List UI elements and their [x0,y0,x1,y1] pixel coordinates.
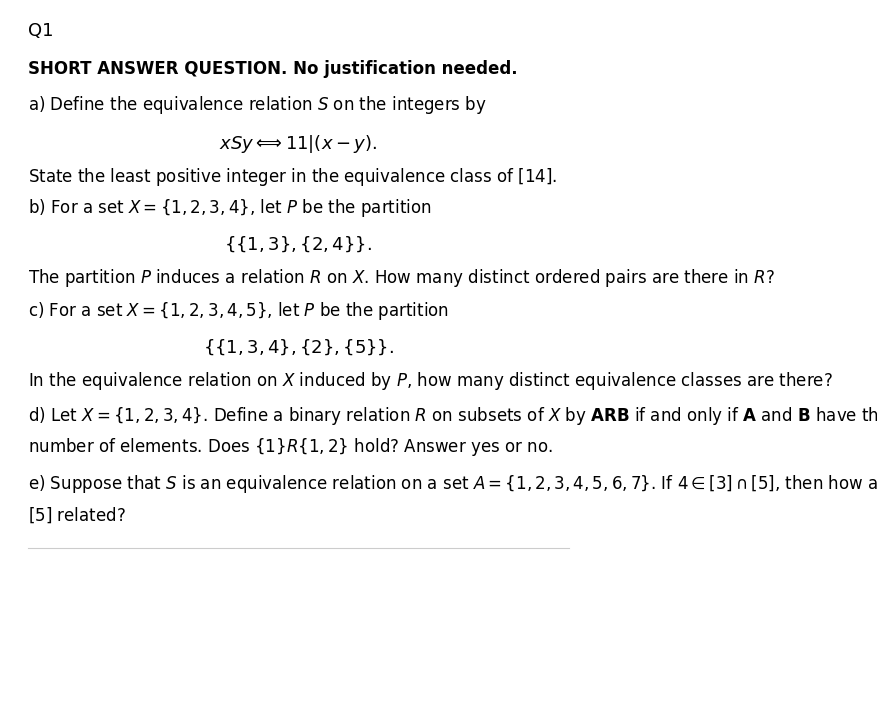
Text: b) For a set $X = \{1, 2, 3, 4\}$, let $P$ be the partition: b) For a set $X = \{1, 2, 3, 4\}$, let $… [28,198,431,220]
Text: SHORT ANSWER QUESTION. No justification needed.: SHORT ANSWER QUESTION. No justification … [28,60,517,78]
Text: $xSy \Longleftrightarrow 11|(x-y).$: $xSy \Longleftrightarrow 11|(x-y).$ [219,133,377,155]
Text: $\{\{1,3\}, \{2,4\}\}.$: $\{\{1,3\}, \{2,4\}\}.$ [225,234,373,254]
Text: In the equivalence relation on $X$ induced by $P$, how many distinct equivalence: In the equivalence relation on $X$ induc… [28,371,832,393]
Text: $\{\{1,3,4\}, \{2\}, \{5\}\}.$: $\{\{1,3,4\}, \{2\}, \{5\}\}.$ [203,337,394,357]
Text: e) Suppose that $S$ is an equivalence relation on a set $A = \{1, 2, 3, 4, 5, 6,: e) Suppose that $S$ is an equivalence re… [28,473,877,495]
Text: d) Let $X = \{1, 2, 3, 4\}$. Define a binary relation $R$ on subsets of $X$ by $: d) Let $X = \{1, 2, 3, 4\}$. Define a bi… [28,405,877,426]
Text: Q1: Q1 [28,22,53,40]
Text: The partition $P$ induces a relation $R$ on $X$. How many distinct ordered pairs: The partition $P$ induces a relation $R$… [28,268,774,289]
Text: a) Define the equivalence relation $S$ on the integers by: a) Define the equivalence relation $S$ o… [28,94,487,116]
Text: $[5]$ related?: $[5]$ related? [28,505,125,525]
Text: number of elements. Does $\{1\}R\{1,2\}$ hold? Answer yes or no.: number of elements. Does $\{1\}R\{1,2\}$… [28,436,553,458]
Text: State the least positive integer in the equivalence class of $[14]$.: State the least positive integer in the … [28,166,557,188]
Text: c) For a set $X = \{1, 2, 3, 4, 5\}$, let $P$ be the partition: c) For a set $X = \{1, 2, 3, 4, 5\}$, le… [28,300,449,322]
